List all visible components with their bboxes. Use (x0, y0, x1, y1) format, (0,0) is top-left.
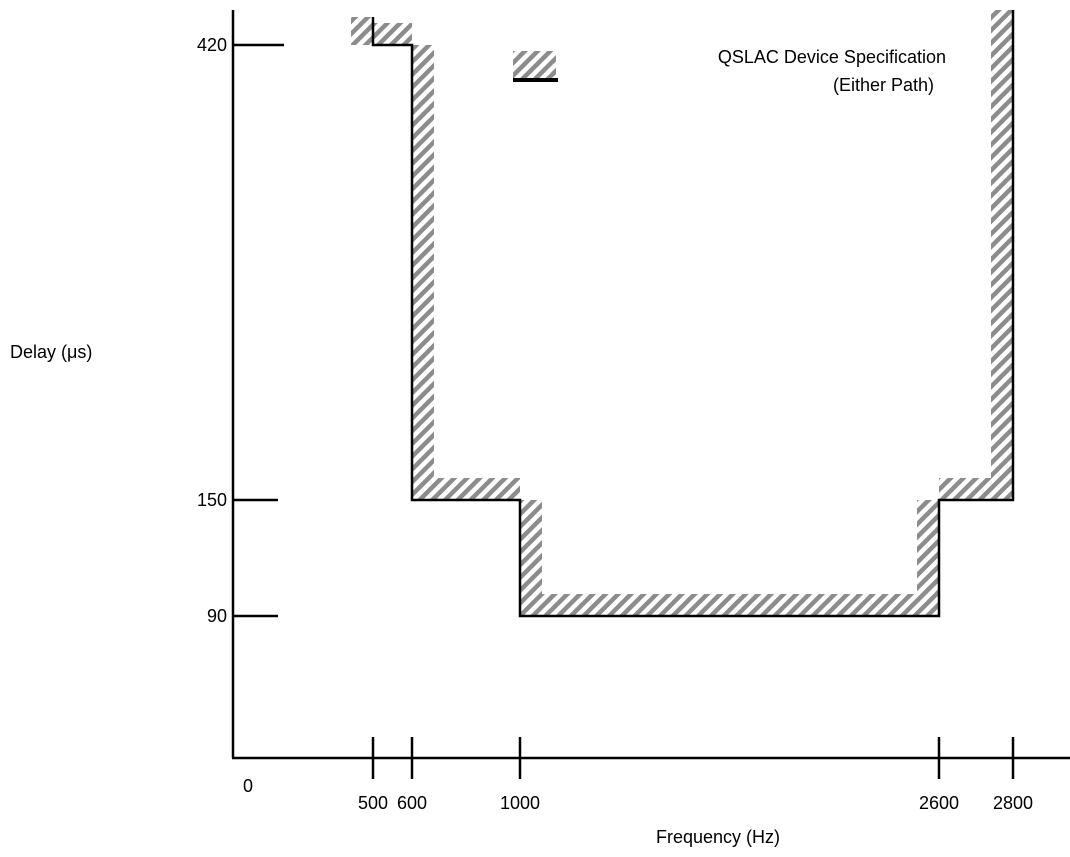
hatch-segment (520, 594, 939, 616)
spec-line (371, 10, 1015, 618)
y-axis-label: Delay (μs) (10, 342, 92, 362)
x-ticks: 0 500 600 1000 2600 2800 (243, 737, 1033, 813)
hatch-segment (520, 500, 542, 616)
hatch-segment (917, 500, 939, 616)
legend-label-line1: QSLAC Device Specification (718, 47, 946, 67)
series-line (371, 10, 1015, 618)
x-tick-label: 1000 (500, 793, 540, 813)
y-tick-label: 90 (207, 606, 227, 626)
y-tick-label: 420 (197, 35, 227, 55)
hatch-segment (991, 10, 1013, 500)
x-axis-label: Frequency (Hz) (656, 827, 780, 847)
hatch-segment (373, 23, 412, 45)
y-tick-label: 150 (197, 490, 227, 510)
legend-label-line2: (Either Path) (833, 75, 934, 95)
x-tick-label: 600 (397, 793, 427, 813)
spec-hatch-band (351, 10, 1013, 616)
y-ticks: 90 150 420 (197, 35, 284, 626)
legend: QSLAC Device Specification (Either Path) (513, 47, 946, 95)
hatch-segment (412, 45, 434, 500)
legend-hatch-swatch (513, 51, 556, 78)
x-tick-label: 500 (358, 793, 388, 813)
hatch-segment (412, 478, 520, 500)
x-tick-label: 2600 (919, 793, 959, 813)
x-tick-label: 0 (243, 776, 253, 796)
hatch-segment (351, 17, 373, 45)
x-tick-label: 2800 (993, 793, 1033, 813)
